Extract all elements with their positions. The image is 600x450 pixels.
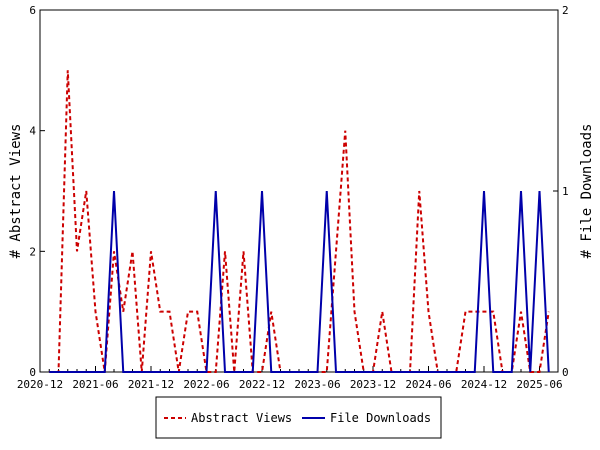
legend-box [155,396,442,439]
x-tick-label: 2020-12 [17,378,63,391]
left-axis-ticks: 0 2 4 6 [29,4,45,379]
left-y-tick-label: 4 [29,125,36,138]
x-tick-label: 2021-06 [72,378,118,391]
x-tick-label: 2023-06 [294,378,340,391]
right-axis-title: # File Downloads [579,124,595,259]
x-tick-label: 2022-12 [239,378,285,391]
series-layer [49,70,550,373]
right-axis-ticks: 0 1 2 [553,4,569,379]
legend: Abstract Views File Downloads [155,396,442,439]
x-tick-label: 2025-06 [516,378,562,391]
right-y-tick-label: 1 [562,185,569,198]
left-y-tick-label: 2 [29,245,36,258]
x-tick-label: 2024-06 [405,378,451,391]
x-axis-ticks: 2020-12 2021-06 2021-12 2022-06 2022-12 2023-… [17,366,563,391]
x-tick-label: 2024-12 [461,378,507,391]
right-y-tick-label: 0 [562,366,569,379]
x-tick-label: 2022-06 [183,378,229,391]
left-y-tick-label: 0 [29,366,36,379]
series-line-file-downloads [49,190,550,373]
legend-label-file-downloads: File Downloads [330,411,431,425]
plot-area [39,9,559,373]
left-axis-title: # Abstract Views [8,124,24,259]
x-tick-label: 2021-12 [128,378,174,391]
right-y-tick-label: 2 [562,4,569,17]
x-tick-label: 2023-12 [350,378,396,391]
left-y-tick-label: 6 [29,4,36,17]
legend-label-abstract-views: Abstract Views [191,411,292,425]
